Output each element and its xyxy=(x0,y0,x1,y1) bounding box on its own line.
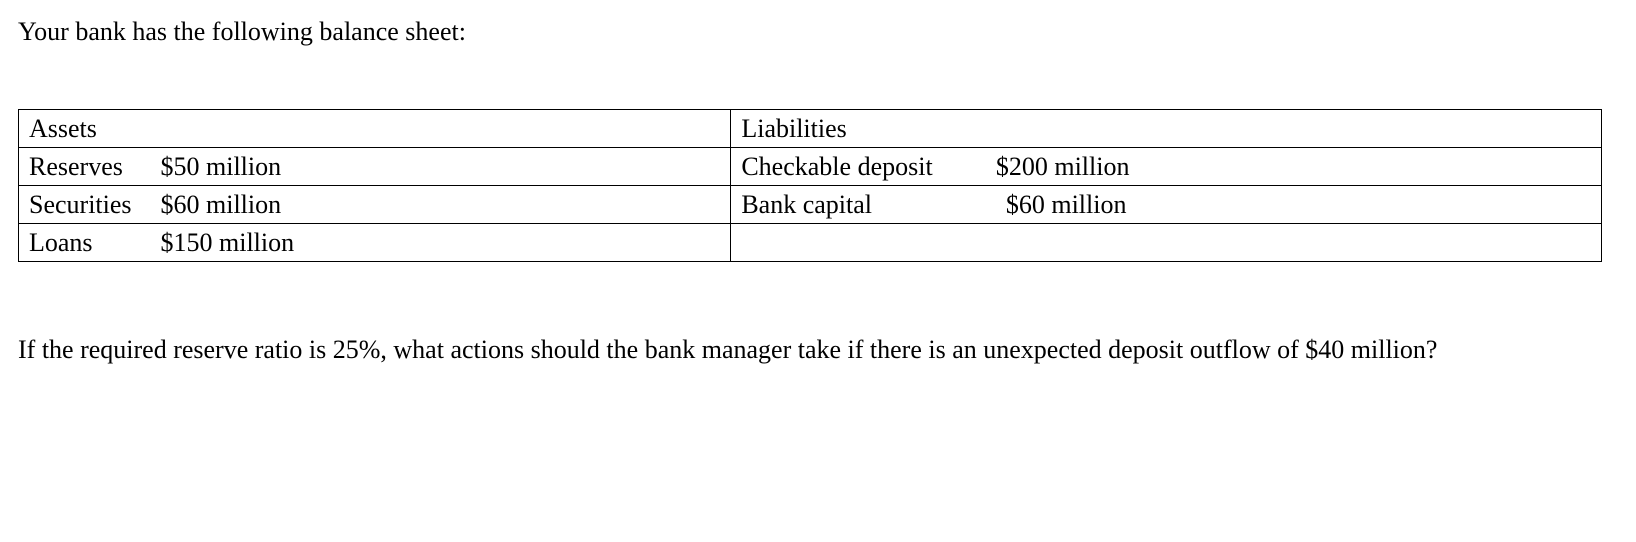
liability-cell xyxy=(731,224,1602,262)
table-row: Loans $150 million xyxy=(19,224,1602,262)
asset-amount: $60 million xyxy=(161,190,282,219)
intro-text: Your bank has the following balance shee… xyxy=(18,14,1618,49)
liability-label: Checkable deposit xyxy=(741,149,989,184)
asset-cell: Reserves $50 million xyxy=(19,148,731,186)
table-row: Reserves $50 million Checkable deposit $… xyxy=(19,148,1602,186)
asset-amount: $150 million xyxy=(161,228,295,257)
asset-label: Loans xyxy=(29,225,154,260)
table-header-row: Assets Liabilities xyxy=(19,110,1602,148)
question-text: If the required reserve ratio is 25%, wh… xyxy=(18,332,1598,367)
asset-amount: $50 million xyxy=(161,152,282,181)
assets-header-cell: Assets xyxy=(19,110,731,148)
liabilities-header-cell: Liabilities xyxy=(731,110,1602,148)
assets-header: Assets xyxy=(29,114,97,143)
liabilities-header: Liabilities xyxy=(741,114,846,143)
asset-cell: Loans $150 million xyxy=(19,224,731,262)
liability-label: Bank capital xyxy=(741,187,989,222)
asset-label: Securities xyxy=(29,187,154,222)
liability-cell: Checkable deposit $200 million xyxy=(731,148,1602,186)
asset-cell: Securities $60 million xyxy=(19,186,731,224)
liability-cell: Bank capital $60 million xyxy=(731,186,1602,224)
asset-label: Reserves xyxy=(29,149,154,184)
liability-amount: $200 million xyxy=(996,149,1130,184)
balance-sheet-table: Assets Liabilities Reserves $50 million … xyxy=(18,109,1602,262)
table-row: Securities $60 million Bank capital $60 … xyxy=(19,186,1602,224)
liability-amount: $60 million xyxy=(996,187,1127,222)
